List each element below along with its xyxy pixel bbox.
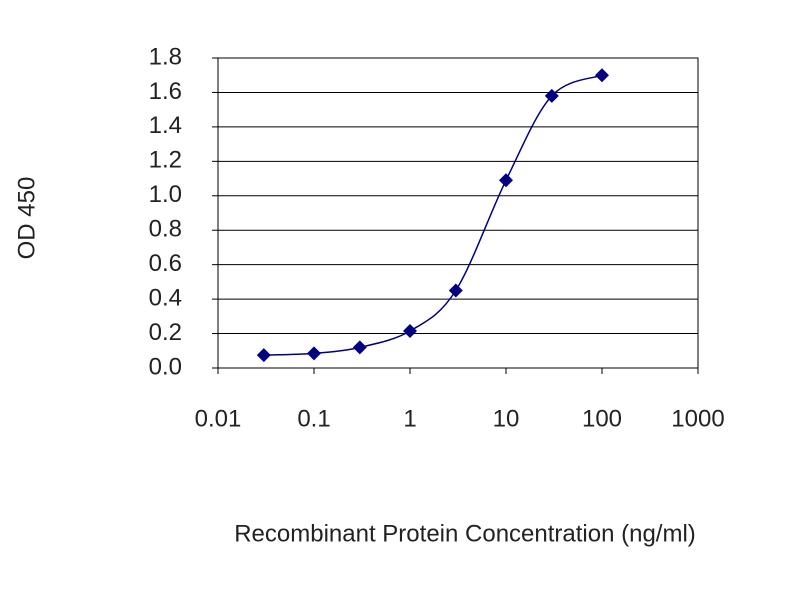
x-tick-label: 100 — [582, 405, 622, 432]
y-tick-label: 0.4 — [149, 284, 182, 311]
y-tick-label: 0.0 — [149, 353, 182, 380]
data-point — [256, 348, 271, 363]
x-tick-label: 1000 — [671, 405, 724, 432]
series-line — [263, 74, 603, 356]
y-tick-label: 1.4 — [149, 112, 182, 139]
x-tick-label: 1 — [403, 405, 416, 432]
y-tick-label: 0.2 — [149, 319, 182, 346]
data-point — [403, 323, 417, 338]
data-point — [352, 340, 367, 355]
y-tick-label: 0.8 — [149, 216, 182, 243]
y-tick-label: 1.6 — [149, 78, 182, 105]
x-tick-label: 10 — [493, 405, 520, 432]
x-axis-label: Recombinant Protein Concentration (ng/ml… — [234, 520, 696, 547]
plot-area — [217, 57, 699, 369]
x-tick-label: 0.01 — [195, 405, 242, 432]
data-point — [448, 283, 463, 298]
x-tick-label: 0.1 — [297, 405, 330, 432]
data-point — [499, 173, 513, 188]
y-tick-label: 1.8 — [149, 43, 182, 70]
y-tick-label: 1.0 — [149, 181, 182, 208]
data-point — [307, 346, 321, 361]
y-tick-label: 0.6 — [149, 250, 182, 277]
y-tick-label: 1.2 — [149, 147, 182, 174]
data-point — [544, 88, 559, 103]
data-point — [595, 68, 609, 83]
y-axis-label: OD 450 — [13, 177, 40, 260]
